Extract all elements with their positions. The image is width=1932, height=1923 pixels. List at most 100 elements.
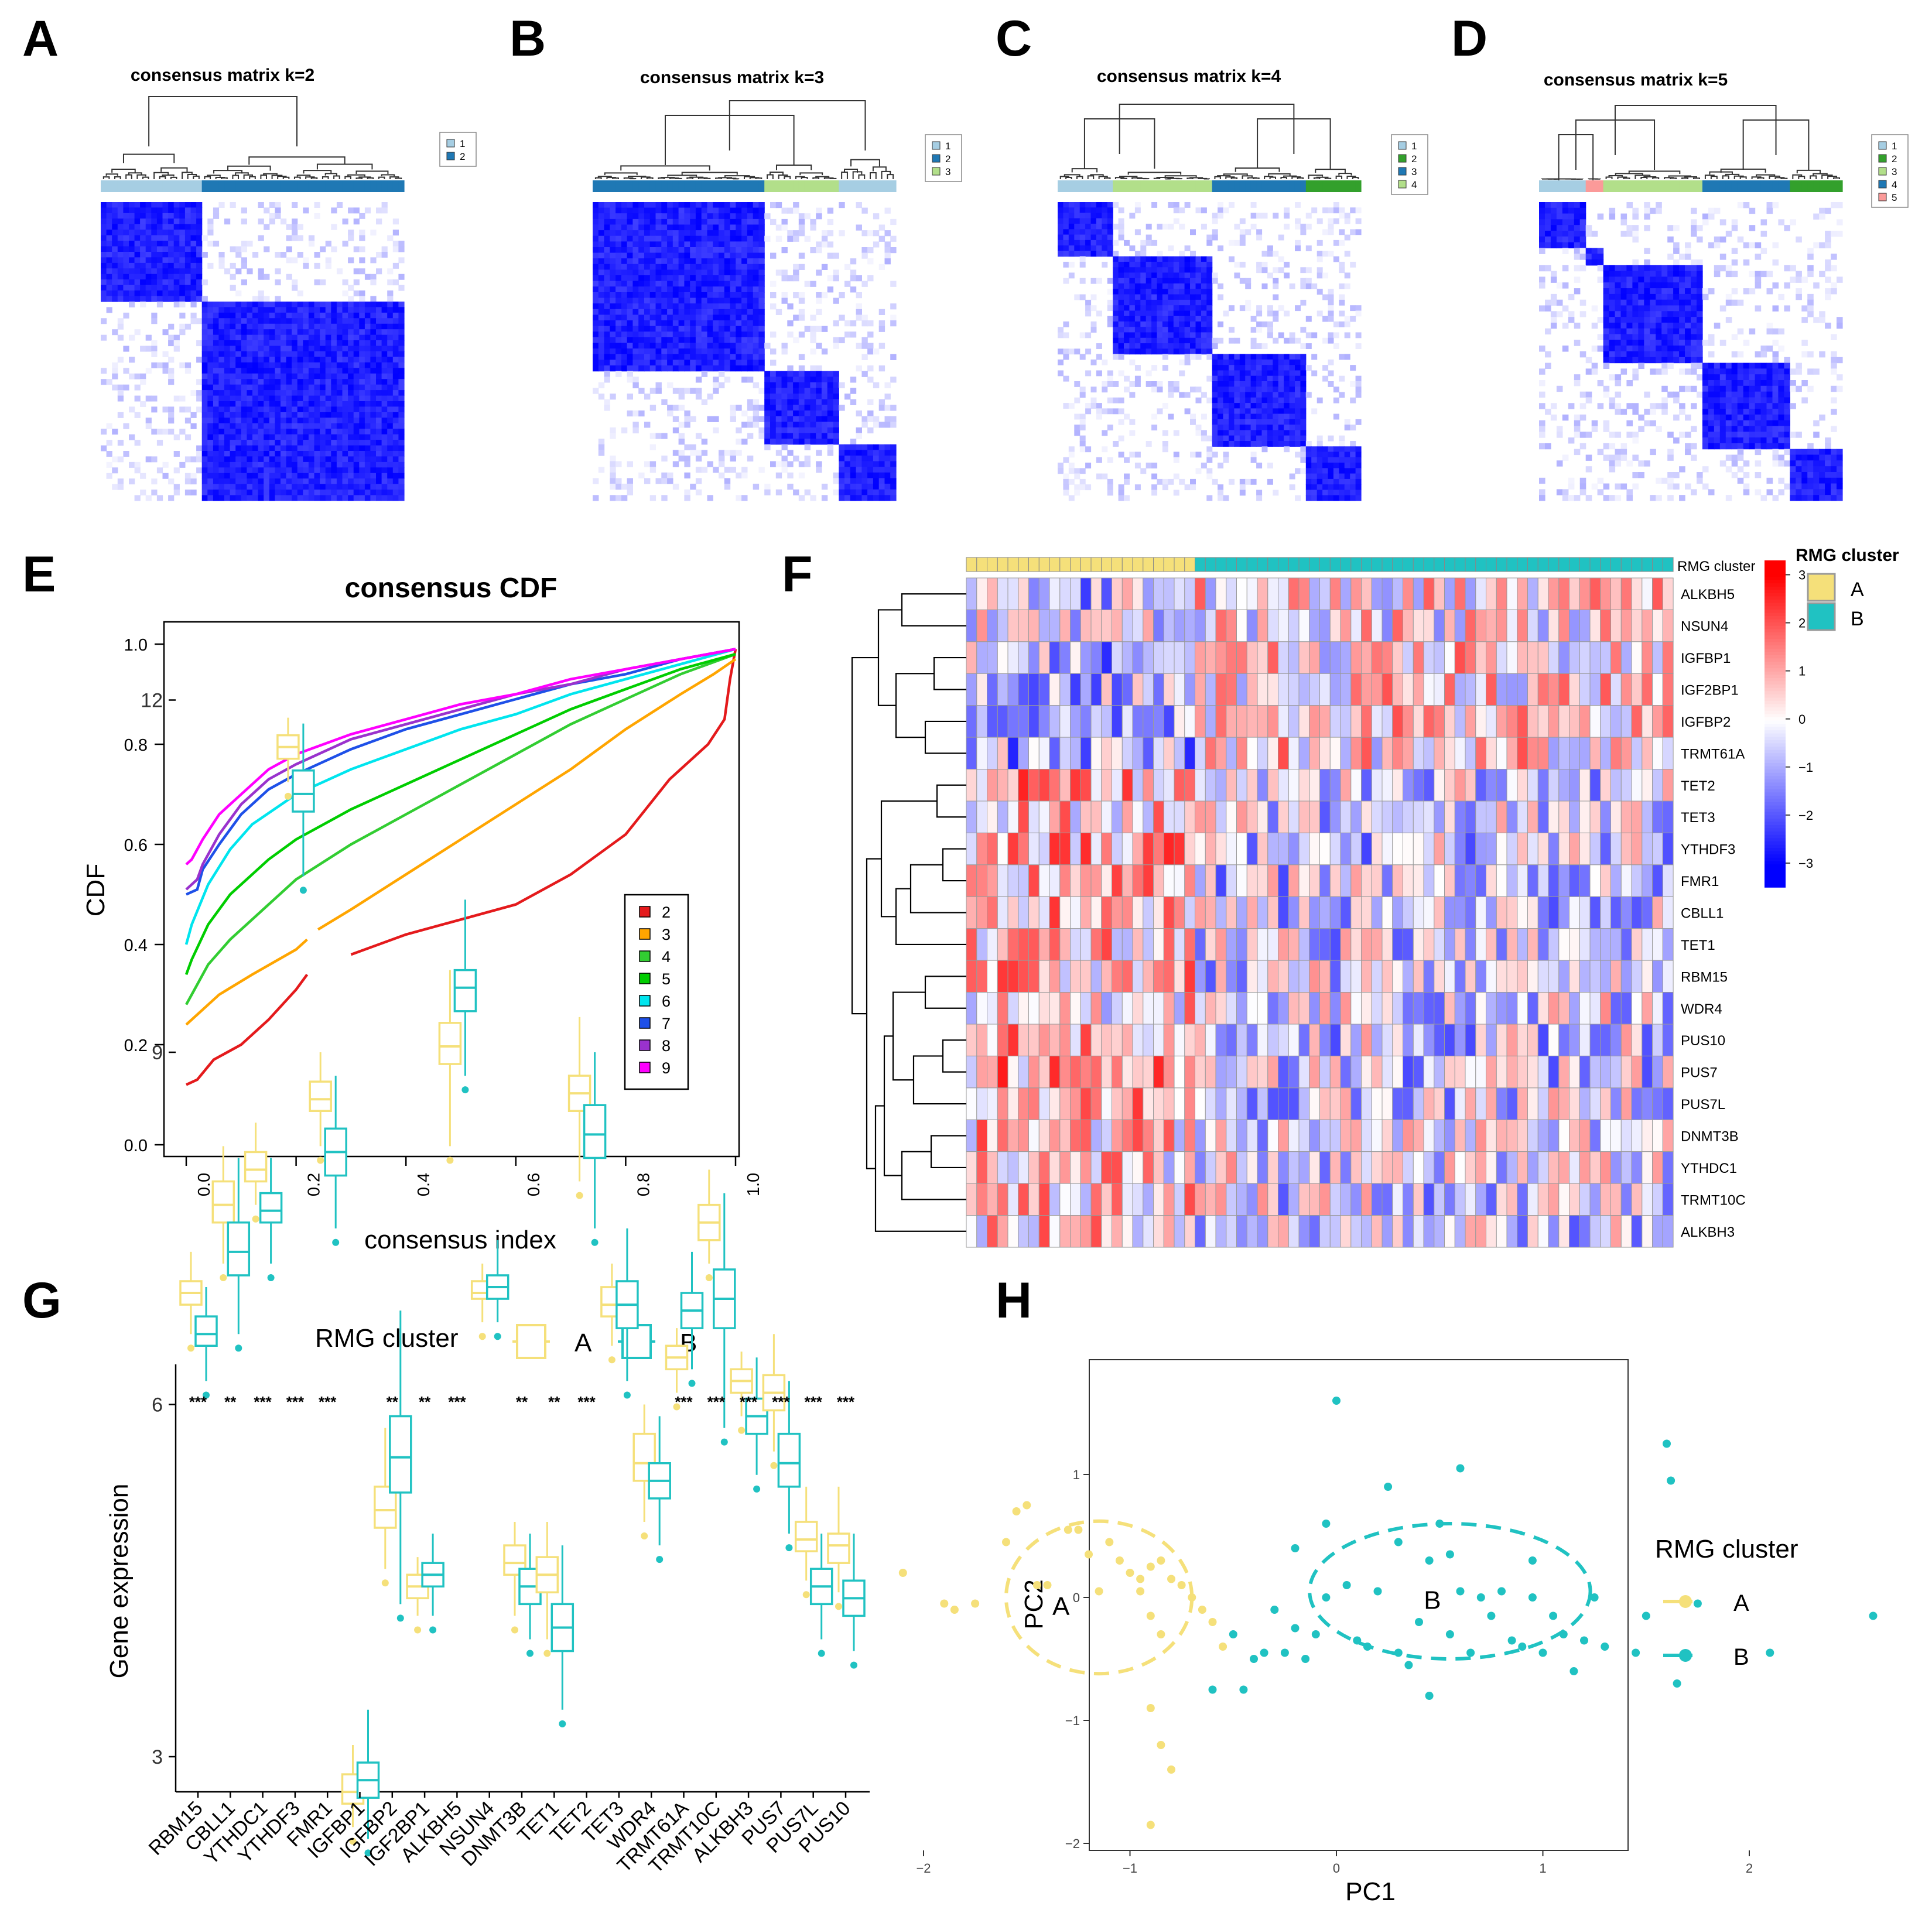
matrix-cell [235, 461, 242, 468]
matrix-cell [381, 207, 388, 214]
matrix-cell [308, 373, 315, 379]
matrix-cell [1079, 218, 1086, 224]
matrix-cell [213, 478, 220, 485]
matrix-cell [1245, 425, 1251, 431]
matrix-cell [667, 297, 673, 304]
matrix-cell [230, 379, 236, 385]
matrix-cell [644, 297, 651, 304]
matrix-cell [398, 440, 405, 446]
matrix-cell [839, 314, 845, 321]
matrix-cell [314, 412, 320, 418]
matrix-cell [621, 326, 628, 332]
matrix-cell [303, 423, 309, 429]
matrix-cell [1145, 381, 1152, 387]
matrix-cell [770, 280, 777, 287]
matrix-cell [810, 399, 816, 405]
matrix-cell [604, 218, 610, 225]
matrix-cell [364, 373, 371, 379]
matrix-cell [168, 207, 175, 214]
matrix-cell [1168, 413, 1174, 420]
matrix-cell [667, 309, 673, 315]
matrix-cell [878, 489, 885, 495]
matrix-cell [224, 390, 231, 396]
matrix-cell [207, 467, 214, 474]
matrix-cell [179, 406, 186, 413]
matrix-cell [1212, 419, 1218, 425]
matrix-cell [1284, 337, 1290, 344]
matrix-cell [370, 390, 377, 396]
matrix-cell [162, 473, 169, 479]
matrix-cell [621, 427, 628, 434]
dendrogram-branch [726, 177, 737, 179]
matrix-cell [381, 440, 388, 446]
matrix-cell [793, 314, 799, 321]
matrix-cell [1267, 375, 1273, 382]
matrix-cell [207, 262, 214, 269]
matrix-cell [615, 303, 622, 310]
matrix-cell [264, 323, 270, 330]
matrix-cell [1339, 435, 1345, 442]
matrix-cell [695, 207, 702, 214]
matrix-cell [701, 326, 708, 332]
matrix-cell [604, 331, 610, 338]
matrix-cell [398, 478, 405, 485]
matrix-cell [387, 467, 394, 474]
matrix-cell [770, 331, 777, 338]
matrix-cell [1212, 337, 1218, 344]
matrix-cell [370, 318, 377, 324]
matrix-cell [764, 388, 771, 394]
matrix-cell [353, 440, 360, 446]
matrix-cell [201, 302, 208, 307]
matrix-cell [168, 213, 175, 219]
matrix-cell [827, 371, 834, 377]
matrix-cell [627, 218, 633, 225]
matrix-cell [336, 456, 343, 463]
matrix-cell [286, 390, 292, 396]
matrix-cell [353, 473, 360, 479]
matrix-cell [661, 343, 668, 349]
matrix-cell [1090, 321, 1097, 327]
matrix-cell [1134, 321, 1141, 327]
matrix-cell [1328, 381, 1334, 387]
matrix-cell [342, 357, 348, 363]
matrix-cell [604, 354, 610, 360]
matrix-cell [129, 268, 135, 275]
matrix-cell [1195, 425, 1202, 431]
matrix-cell [649, 292, 656, 299]
matrix-cell [297, 379, 303, 385]
matrix-cell [331, 395, 337, 402]
cluster-bar-cell [604, 180, 610, 192]
matrix-cell [297, 418, 303, 424]
matrix-cell [123, 213, 129, 219]
matrix-cell [1206, 348, 1213, 355]
matrix-cell [1218, 397, 1224, 403]
matrix-cell [1223, 403, 1229, 409]
matrix-cell [850, 286, 857, 293]
matrix-cell [281, 334, 287, 341]
matrix-cell [610, 252, 616, 259]
matrix-cell [1311, 332, 1318, 338]
dendrogram-branch [148, 96, 298, 146]
matrix-cell [392, 495, 399, 501]
matrix-cell [168, 285, 175, 291]
matrix-cell [359, 323, 365, 330]
matrix-cell [770, 461, 777, 467]
matrix-cell [173, 207, 180, 214]
matrix-cell [364, 345, 371, 352]
matrix-cell [655, 286, 662, 293]
matrix-cell [867, 410, 874, 417]
matrix-cell [1256, 413, 1263, 420]
matrix-cell [207, 230, 214, 236]
matrix-cell [1295, 419, 1301, 425]
matrix-cell [230, 478, 236, 485]
matrix-cell [798, 399, 805, 405]
matrix-cell [224, 434, 231, 440]
matrix-cell [196, 340, 203, 347]
cluster-bar-cell [615, 180, 622, 192]
matrix-cell [644, 252, 651, 259]
matrix-cell [1234, 435, 1240, 442]
dendrogram-branch [1090, 174, 1104, 177]
matrix-cell [213, 362, 220, 368]
matrix-cell [123, 252, 129, 258]
matrix-cell [129, 241, 135, 247]
